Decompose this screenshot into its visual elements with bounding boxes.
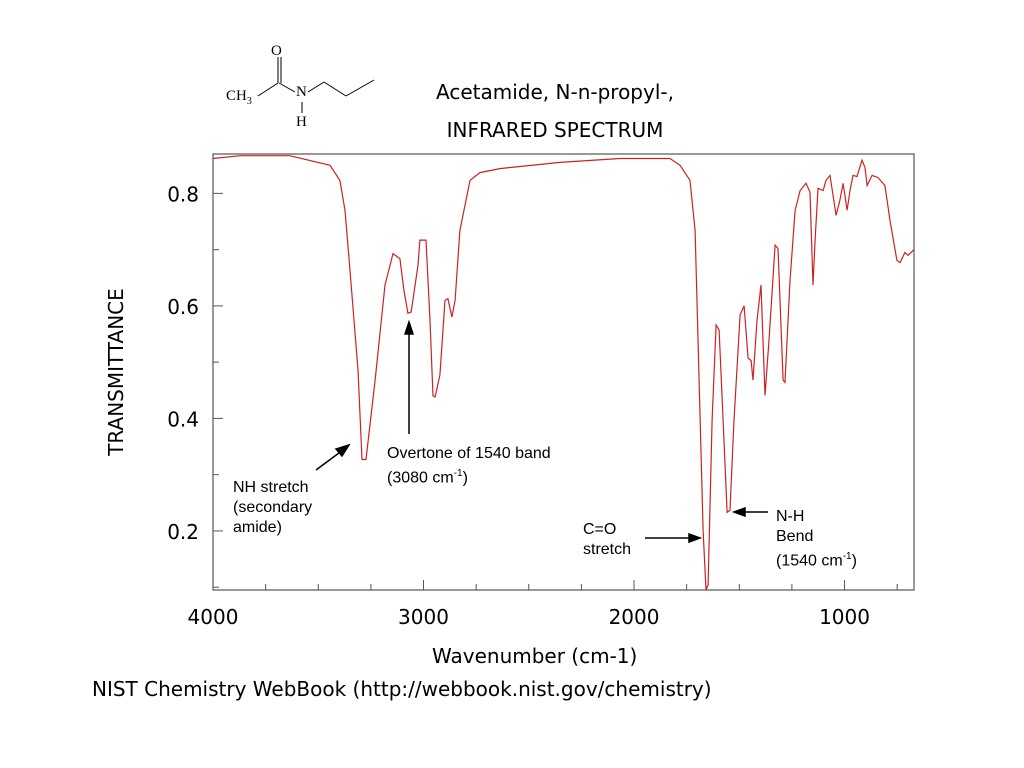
x-tick-label: 2000 xyxy=(609,605,660,629)
ann-line: Overtone of 1540 band xyxy=(387,445,551,462)
x-tick-label: 1000 xyxy=(819,605,870,629)
y-axis-label: TRANSMITTANCE xyxy=(104,288,128,456)
atom-ch3: CH3 xyxy=(226,88,252,107)
ann-line: amide) xyxy=(233,519,282,536)
ann-line: C=O xyxy=(583,521,617,538)
arrowhead xyxy=(334,443,351,458)
bond xyxy=(345,79,375,97)
atom-o: O xyxy=(271,43,282,59)
ann-text: ) xyxy=(851,552,857,570)
ann-line: (3080 cm-1) xyxy=(387,464,551,488)
annotation-overtone: Overtone of 1540 band (3080 cm-1) xyxy=(387,444,551,488)
plot-frame xyxy=(212,153,915,591)
bond xyxy=(278,82,296,93)
chart-subtitle: INFRARED SPECTRUM xyxy=(446,118,664,142)
y-tick-label: 0.6 xyxy=(167,295,199,319)
x-tick-label: 4000 xyxy=(188,605,239,629)
annotation-nh-bend: N-H Bend (1540 cm-1) xyxy=(776,507,857,571)
bond xyxy=(257,82,279,97)
bond xyxy=(307,81,325,93)
nh-stretch-arrow xyxy=(315,449,344,471)
ann-line: (secondary xyxy=(233,499,313,516)
ann-line: Bend xyxy=(776,528,814,545)
x-tick-label: 3000 xyxy=(398,605,449,629)
chart-title: Acetamide, N-n-propyl-, xyxy=(436,80,674,104)
x-axis-label: Wavenumber (cm-1) xyxy=(432,644,638,668)
arrowhead xyxy=(403,319,415,335)
ann-line: N-H xyxy=(776,508,805,525)
atom-ch3-text: CH xyxy=(226,88,247,104)
y-tick-label: 0.4 xyxy=(167,407,199,431)
y-tick-label: 0.8 xyxy=(167,182,199,206)
atom-n: N xyxy=(296,84,307,100)
atom-ch3-sub: 3 xyxy=(246,96,252,107)
ann-sup: -1 xyxy=(453,468,463,479)
arrowhead xyxy=(688,532,703,544)
ann-text: (1540 cm xyxy=(776,552,843,570)
ann-sup: -1 xyxy=(842,551,852,562)
annotation-nh-stretch: NH stretch (secondary amide) xyxy=(233,478,312,538)
arrowhead xyxy=(731,506,746,518)
ann-line: stretch xyxy=(583,541,632,558)
footer-source: NIST Chemistry WebBook (http://webbook.n… xyxy=(92,677,712,701)
ann-line: (1540 cm-1) xyxy=(776,547,857,571)
ann-line: NH stretch xyxy=(233,479,309,496)
ann-text: ) xyxy=(462,469,468,487)
y-tick-label: 0.2 xyxy=(167,520,199,544)
molecule-structure xyxy=(257,57,375,113)
ann-text: (3080 cm xyxy=(387,469,454,487)
bond xyxy=(323,81,347,97)
spectrum-line xyxy=(212,155,915,591)
annotation-co-stretch: C=O stretch xyxy=(583,520,631,560)
atom-h: H xyxy=(296,114,307,130)
